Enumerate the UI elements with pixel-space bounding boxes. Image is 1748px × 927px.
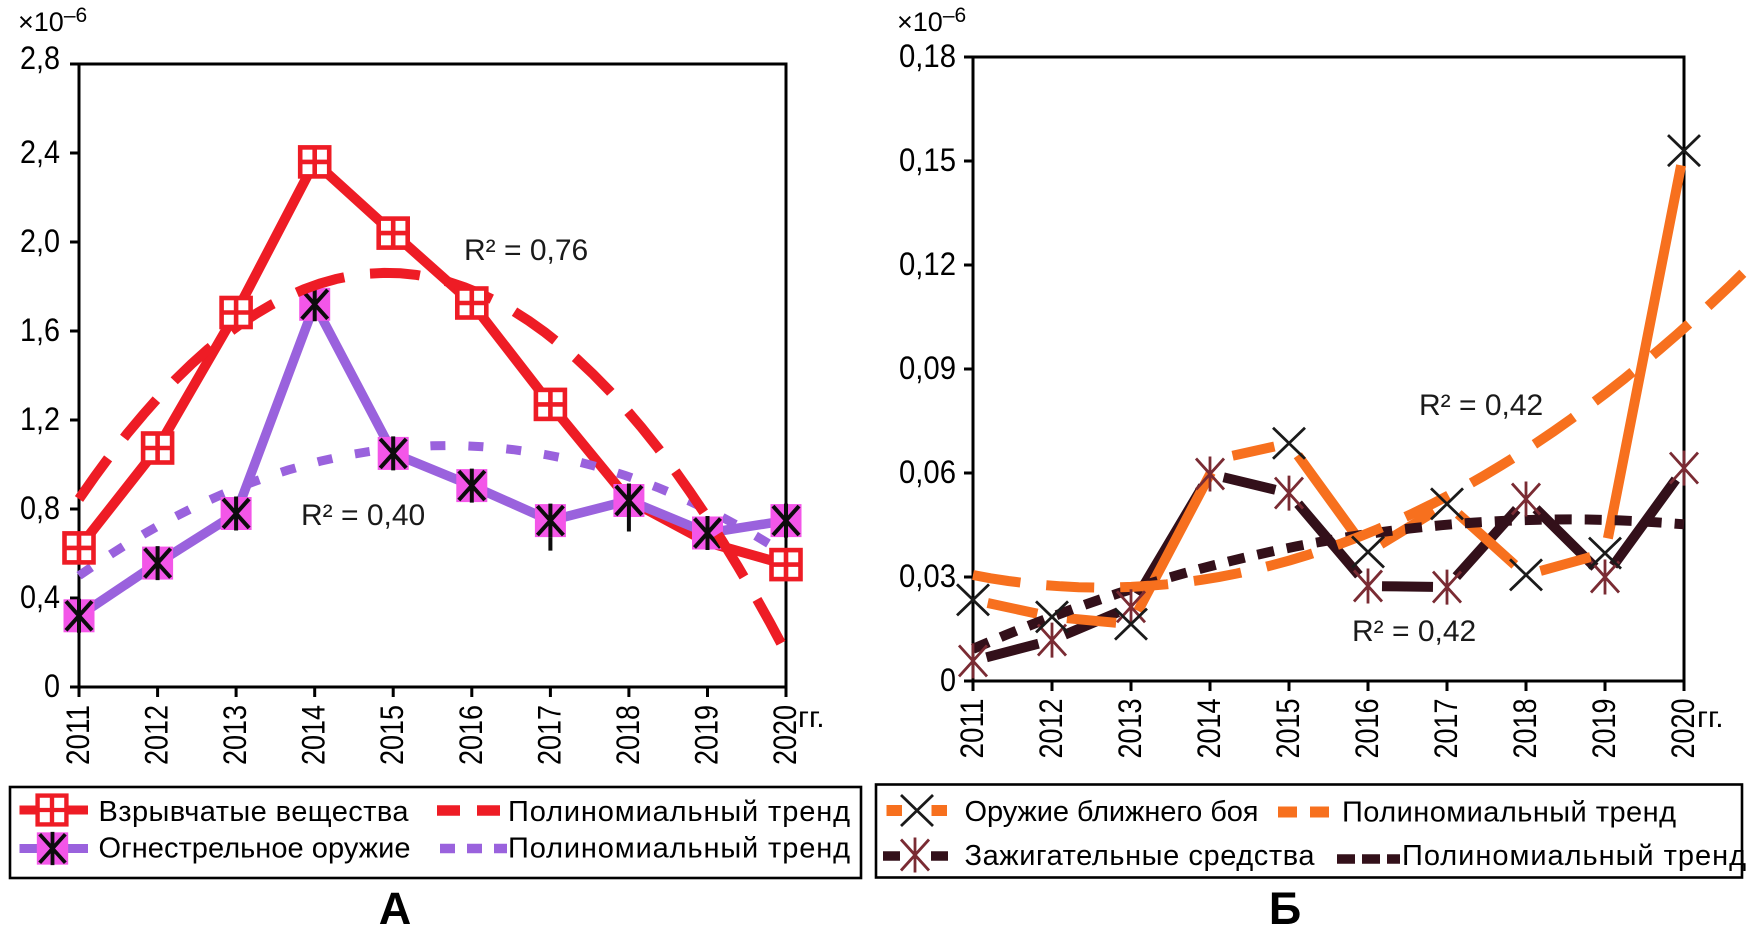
svg-text:0,03: 0,03 [899, 558, 956, 594]
svg-text:2018: 2018 [610, 705, 646, 765]
svg-text:2013: 2013 [217, 705, 253, 765]
svg-text:0,12: 0,12 [899, 246, 956, 282]
svg-text:Взрывчатые вещества: Взрывчатые вещества [99, 796, 410, 828]
svg-text:0: 0 [940, 662, 956, 698]
svg-text:2016: 2016 [1349, 699, 1385, 759]
svg-text:2018: 2018 [1507, 699, 1543, 759]
svg-text:2016: 2016 [453, 705, 489, 765]
svg-text:0,06: 0,06 [899, 454, 956, 490]
svg-text:2020: 2020 [1665, 699, 1701, 759]
svg-text:0,18: 0,18 [899, 38, 956, 74]
svg-text:2,0: 2,0 [20, 223, 60, 259]
svg-text:Зажигательные средства: Зажигательные средства [965, 840, 1316, 872]
svg-text:гг.: гг. [798, 701, 825, 734]
svg-text:2014: 2014 [296, 705, 332, 765]
svg-text:2015: 2015 [374, 705, 410, 765]
svg-text:2017: 2017 [531, 705, 567, 765]
svg-text:2019: 2019 [689, 705, 725, 765]
svg-text:R² = 0,76: R² = 0,76 [464, 234, 588, 267]
svg-text:Полиномиальный тренд: Полиномиальный тренд [508, 796, 850, 828]
svg-text:2019: 2019 [1586, 699, 1622, 759]
svg-text:R² = 0,42: R² = 0,42 [1352, 615, 1476, 648]
svg-text:2012: 2012 [1033, 699, 1069, 759]
svg-text:2017: 2017 [1428, 699, 1464, 759]
svg-text:2,4: 2,4 [20, 134, 60, 170]
svg-text:0,09: 0,09 [899, 350, 956, 386]
svg-text:Полиномиальный тренд: Полиномиальный тренд [1402, 840, 1746, 872]
svg-text:Огнестрельное оружие: Огнестрельное оружие [99, 833, 411, 865]
svg-text:2015: 2015 [1270, 699, 1306, 759]
svg-text:2011: 2011 [954, 699, 990, 759]
svg-text:2012: 2012 [139, 705, 175, 765]
svg-text:R² = 0,40: R² = 0,40 [301, 499, 425, 532]
svg-text:2,8: 2,8 [20, 40, 60, 76]
svg-text:0,4: 0,4 [20, 579, 60, 615]
svg-text:Полиномиальный тренд: Полиномиальный тренд [1342, 797, 1676, 829]
svg-text:×10–6: ×10–6 [18, 4, 87, 37]
svg-text:Полиномиальный тренд: Полиномиальный тренд [508, 833, 850, 865]
svg-text:А: А [379, 883, 412, 927]
svg-text:2013: 2013 [1112, 699, 1148, 759]
svg-text:гг.: гг. [1697, 701, 1724, 734]
svg-text:2011: 2011 [60, 705, 96, 765]
svg-text:0,8: 0,8 [20, 490, 60, 526]
svg-text:Оружие ближнего боя: Оружие ближнего боя [965, 796, 1259, 828]
svg-text:0,15: 0,15 [899, 142, 956, 178]
svg-text:1,2: 1,2 [20, 401, 60, 437]
svg-text:0: 0 [44, 668, 60, 704]
svg-text:2014: 2014 [1191, 699, 1227, 759]
svg-text:1,6: 1,6 [20, 312, 60, 348]
svg-text:2020: 2020 [767, 705, 803, 765]
svg-text:Б: Б [1269, 883, 1301, 927]
svg-text:R² = 0,42: R² = 0,42 [1419, 389, 1543, 422]
